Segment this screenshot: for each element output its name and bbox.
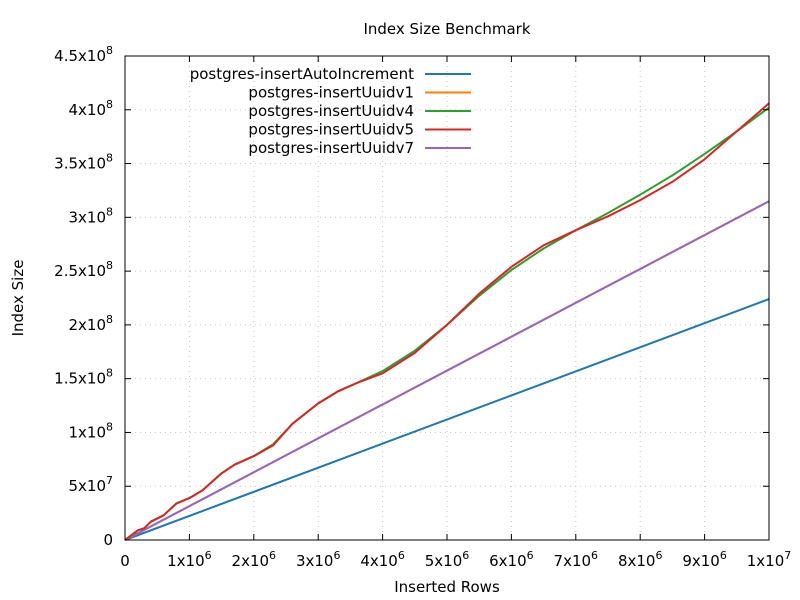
x-tick-label: 6x106 (489, 549, 534, 570)
y-tick-label: 0 (103, 531, 113, 549)
x-tick-label: 4x106 (360, 549, 405, 570)
x-tick-label: 9x106 (682, 549, 727, 570)
x-tick-label: 3x106 (296, 549, 341, 570)
axis-ticks: 0 1x106 2x106 3x106 4x106 5x106 6x106 7x106 8x10… (54, 44, 791, 570)
y-tick-label: 4.5x108 (54, 44, 113, 65)
y-tick-label: 3.5x108 (54, 152, 113, 173)
series-line-postgres-insertUuidv5 (124, 102, 770, 541)
legend: postgres-insertAutoIncrementpostgres-ins… (190, 65, 471, 157)
legend-label: postgres-insertUuidv5 (248, 121, 414, 139)
x-tick-label: 0 (120, 552, 130, 570)
y-tick-label: 2x108 (68, 313, 113, 334)
x-tick-label: 1x106 (167, 549, 212, 570)
y-tick-label: 1.5x108 (54, 367, 113, 388)
series-line-postgres-insertUuidv7 (124, 200, 770, 541)
x-tick-label: 5x106 (425, 549, 470, 570)
series-lines (124, 102, 770, 541)
y-tick-label: 3x108 (68, 205, 113, 226)
legend-label: postgres-insertUuidv1 (248, 84, 414, 102)
x-tick-label: 8x106 (618, 549, 663, 570)
y-tick-label: 4x108 (68, 98, 113, 119)
y-tick-label: 2.5x108 (54, 259, 113, 280)
x-tick-label: 2x106 (232, 549, 277, 570)
y-tick-label: 5x107 (68, 474, 113, 495)
y-axis-title: Index Size (9, 260, 27, 337)
legend-label: postgres-insertUuidv4 (248, 102, 414, 120)
legend-label: postgres-insertAutoIncrement (190, 65, 414, 83)
series-line-postgres-insertAutoIncrement (124, 298, 770, 541)
chart-title: Index Size Benchmark (363, 20, 530, 38)
x-axis-title: Inserted Rows (394, 578, 500, 596)
x-tick-label: 1x107 (747, 549, 792, 570)
x-tick-label: 7x106 (554, 549, 599, 570)
grid (125, 56, 769, 540)
legend-label: postgres-insertUuidv7 (248, 139, 414, 157)
y-tick-label: 1x108 (68, 420, 113, 441)
